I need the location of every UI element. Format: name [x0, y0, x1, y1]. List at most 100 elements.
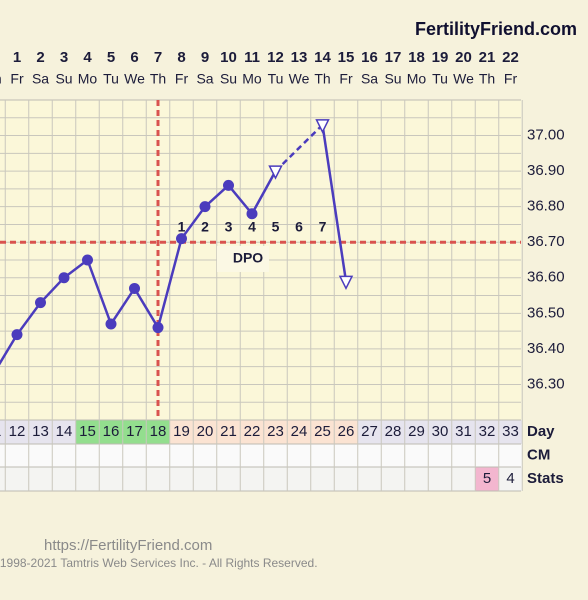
cycle-day-label: 26: [338, 423, 355, 440]
cm-cell: [0, 444, 6, 467]
y-tick-label: 37.00: [527, 127, 565, 144]
row-label: CM: [527, 446, 550, 463]
cm-cell: [169, 444, 194, 467]
day-cell: [404, 420, 429, 444]
cm-cell: [428, 444, 452, 467]
stats-cell: [52, 467, 76, 491]
stats-cell: [28, 467, 53, 491]
stats-cell: [99, 467, 123, 491]
cm-cell: [5, 444, 29, 467]
cm-cell: [75, 444, 100, 467]
temperature-line: [321, 124, 348, 282]
cm-cell: [334, 444, 358, 467]
day-cell: [193, 420, 217, 444]
open-triangle-point: [268, 165, 283, 180]
weekday-label: Tu: [103, 71, 119, 87]
open-triangle-point: [315, 119, 330, 134]
cm-cell: [475, 444, 499, 467]
stats-cell: [381, 467, 405, 491]
cycle-day-label: 28: [385, 423, 402, 440]
cm-cell: [263, 444, 288, 467]
stats-cell: [475, 467, 499, 491]
y-tick-label: 36.50: [527, 304, 565, 321]
cycle-day-label: 30: [432, 423, 449, 440]
cycle-day-label: 33: [502, 423, 519, 440]
cm-cell: [240, 444, 264, 467]
cycle-day-label: 32: [479, 423, 496, 440]
cm-cell: [28, 444, 53, 467]
weekday-label: Mo: [242, 71, 262, 87]
cm-cell: [310, 444, 335, 467]
cycle-day-label: 24: [291, 423, 308, 440]
weekday-label: Fr: [10, 71, 24, 87]
weekday-label: We: [453, 71, 474, 87]
stats-cell: [263, 467, 288, 491]
point: [105, 318, 117, 330]
point: [152, 322, 164, 334]
stats-cell: [287, 467, 311, 491]
date-label: 9: [201, 49, 209, 66]
day-cell: [5, 420, 29, 444]
stats-cell: [5, 467, 29, 491]
weekday-label: We: [124, 71, 145, 87]
stats-cell: [122, 467, 147, 491]
dpo-label: DPO: [233, 250, 263, 266]
day-cell: [334, 420, 358, 444]
stats-label: 5: [483, 470, 491, 487]
dpo-number: 4: [248, 219, 256, 235]
y-tick-label: 36.60: [527, 269, 565, 286]
date-label: 7: [154, 49, 162, 66]
day-cell: [263, 420, 288, 444]
cycle-day-label: 29: [408, 423, 425, 440]
day-cell: [52, 420, 76, 444]
stats-cell: [216, 467, 241, 491]
cycle-day-label: 20: [197, 423, 214, 440]
day-cell: [287, 420, 311, 444]
point: [246, 208, 258, 220]
cm-cell: [357, 444, 382, 467]
cycle-day-label: 19: [173, 423, 190, 440]
cm-cell: [216, 444, 241, 467]
point: [11, 329, 23, 341]
stats-cell: [310, 467, 335, 491]
point: [176, 233, 187, 245]
weekday-label: Fr: [175, 71, 189, 87]
y-tick-label: 36.90: [527, 162, 565, 179]
gap-bridge: [274, 123, 324, 173]
point: [82, 254, 93, 266]
day-cell: [99, 420, 123, 444]
day-cell: [240, 420, 264, 444]
dpo-number: 6: [295, 219, 303, 235]
day-cell: [498, 420, 523, 444]
chart-layer: 36.30 36.40 36.50 36.60 36.70 36.80 36.90 37.00…: [0, 49, 565, 492]
date-label: 21: [479, 49, 496, 66]
weekday-label: Fr: [504, 71, 518, 87]
cm-cell: [498, 444, 523, 467]
weekday-label: Th: [314, 71, 330, 87]
cycle-day-label: 14: [56, 423, 73, 440]
stats-label: 4: [506, 470, 514, 487]
stats-cell: [240, 467, 264, 491]
day-cell: [0, 420, 6, 444]
y-tick-label: 36.70: [527, 233, 565, 250]
date-label: 1: [13, 49, 21, 66]
day-cell: [310, 420, 335, 444]
weekday-label: Su: [55, 71, 72, 87]
cm-cell: [99, 444, 123, 467]
date-label: 14: [314, 49, 331, 66]
stats-cell: [0, 467, 6, 491]
cycle-day-label: 25: [314, 423, 331, 440]
date-label: 6: [130, 49, 138, 66]
stats-cell: [169, 467, 194, 491]
weekday-label: Th: [0, 71, 2, 87]
weekday-label: Th: [150, 71, 166, 87]
date-label: 20: [455, 49, 472, 66]
cm-cell: [287, 444, 311, 467]
date-label: 17: [385, 49, 402, 66]
cycle-day-label: 21: [220, 423, 237, 440]
cycle-day-label: 23: [267, 423, 284, 440]
stats-cell: [451, 467, 476, 491]
day-cell: [122, 420, 147, 444]
point: [199, 201, 211, 213]
weekday-label: Sa: [32, 71, 49, 87]
